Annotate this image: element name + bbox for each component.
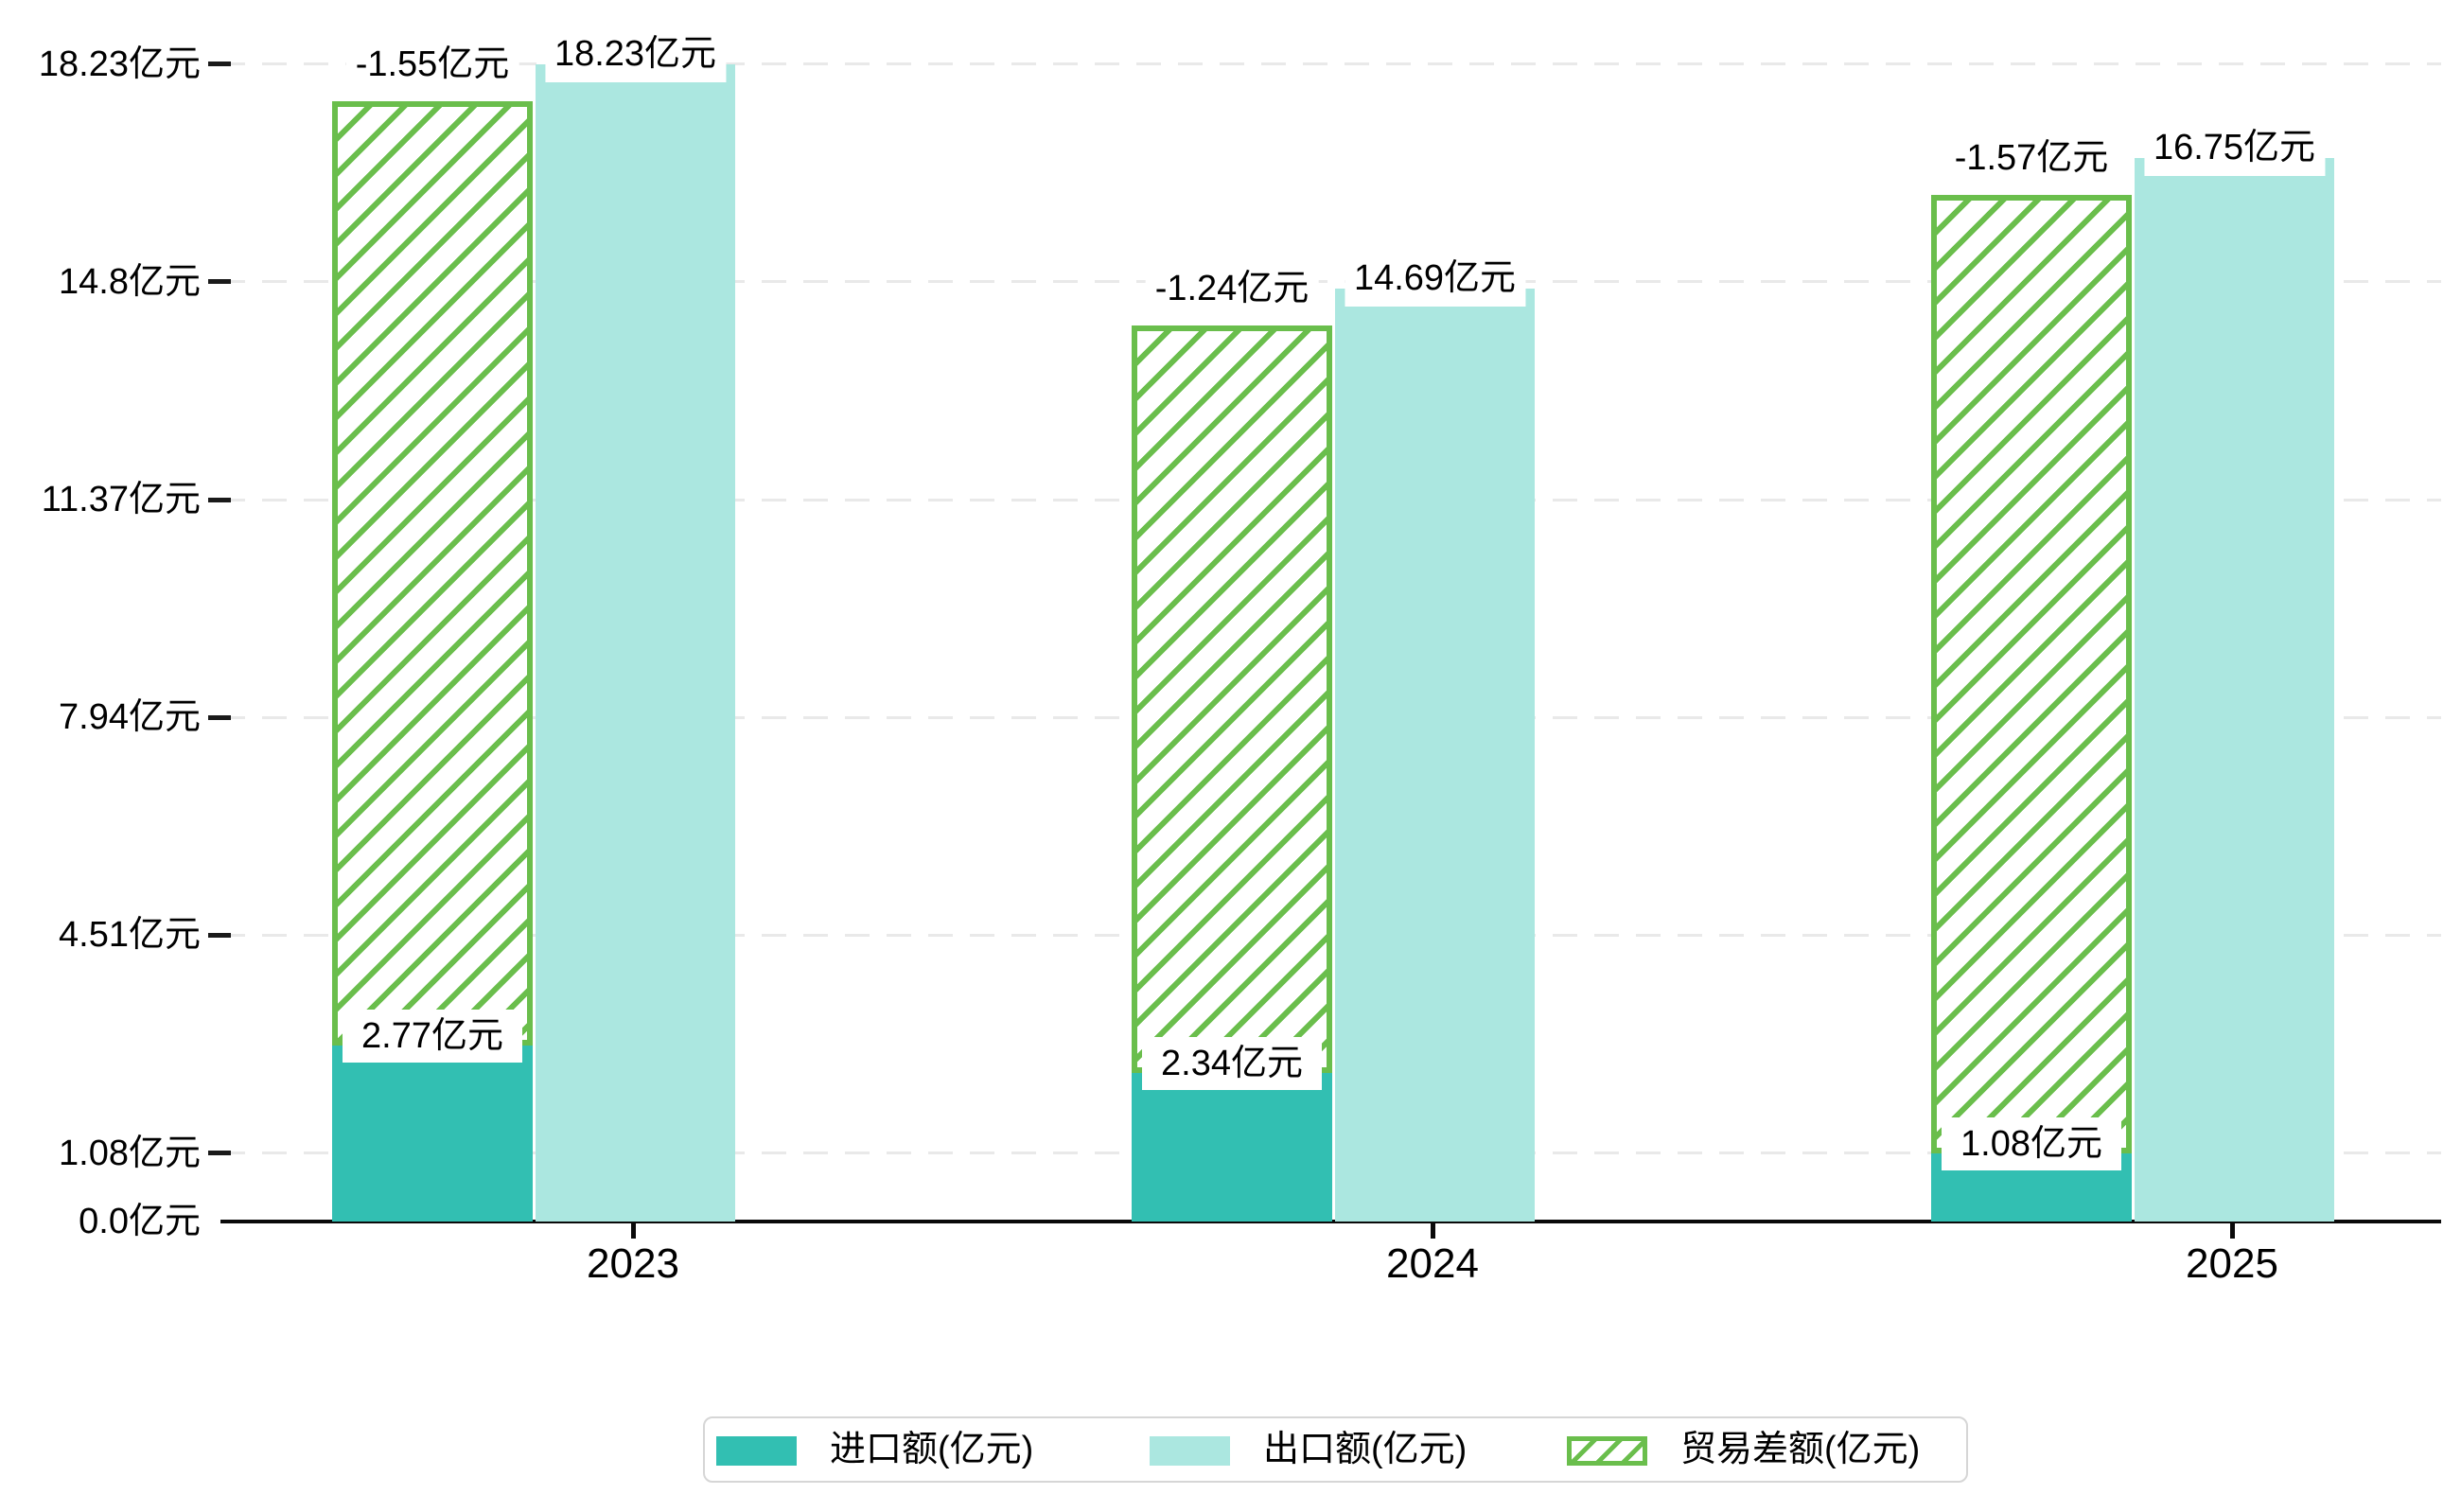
trade-balance-bar: [332, 100, 533, 1046]
import-bar: [332, 1046, 533, 1222]
legend-label-import: 进口额(亿元): [830, 1430, 1034, 1469]
y-tick-label: 18.23亿元: [38, 44, 201, 84]
trade-balance-value-label: -1.24亿元: [1145, 260, 1319, 318]
gridline: [220, 62, 2441, 66]
y-tick-label: 4.51亿元: [59, 915, 201, 956]
legend-swatch-trade-balance: [1567, 1436, 1647, 1466]
legend-swatch-import: [716, 1436, 797, 1466]
import-value-label: 2.77亿元: [343, 1010, 522, 1064]
y-tick-mark: [208, 497, 231, 502]
import-value-label: 2.34亿元: [1142, 1036, 1322, 1090]
y-tick-label: 1.08亿元: [59, 1133, 201, 1173]
export-value-label: 16.75亿元: [2143, 119, 2326, 177]
legend-label-trade-balance: 贸易差额(亿元): [1680, 1430, 1921, 1469]
y-tick-mark: [208, 62, 231, 67]
y-tick-label: 11.37亿元: [41, 480, 201, 520]
x-tick-mark: [1431, 1223, 1435, 1239]
export-bar: [2135, 158, 2334, 1222]
export-value-label: 18.23亿元: [544, 25, 727, 82]
trade-balance-bar: [1132, 325, 1332, 1073]
trade-balance-bar: [1931, 195, 2132, 1153]
trade-balance-value-label: -1.55亿元: [345, 35, 519, 93]
gridline: [220, 280, 2441, 284]
y-tick-mark: [208, 1151, 231, 1156]
y-tick-label: 14.8亿元: [59, 261, 201, 302]
y-tick-mark: [208, 714, 231, 720]
x-tick-mark: [631, 1223, 636, 1239]
import-bar: [1132, 1072, 1332, 1222]
y-tick-label: 7.94亿元: [59, 697, 201, 738]
trade-balance-value-label: -1.57亿元: [1944, 130, 2118, 187]
export-value-label: 14.69亿元: [1344, 250, 1526, 308]
y-tick-label: 0.0亿元: [79, 1202, 201, 1241]
export-bar: [1335, 289, 1535, 1222]
legend: 进口额(亿元) 出口额(亿元) 贸易差额(亿元): [703, 1416, 1968, 1483]
y-tick-mark: [208, 932, 231, 938]
x-tick-label: 2023: [587, 1240, 679, 1287]
import-value-label: 1.08亿元: [1942, 1116, 2121, 1170]
x-tick-mark: [2230, 1223, 2235, 1239]
export-bar: [536, 63, 735, 1222]
x-tick-label: 2024: [1386, 1240, 1479, 1287]
legend-swatch-export: [1150, 1436, 1230, 1466]
legend-label-export: 出口额(亿元): [1263, 1430, 1468, 1469]
y-tick-mark: [208, 279, 231, 285]
x-axis-line: [220, 1220, 2441, 1223]
x-tick-label: 2025: [2186, 1240, 2278, 1287]
